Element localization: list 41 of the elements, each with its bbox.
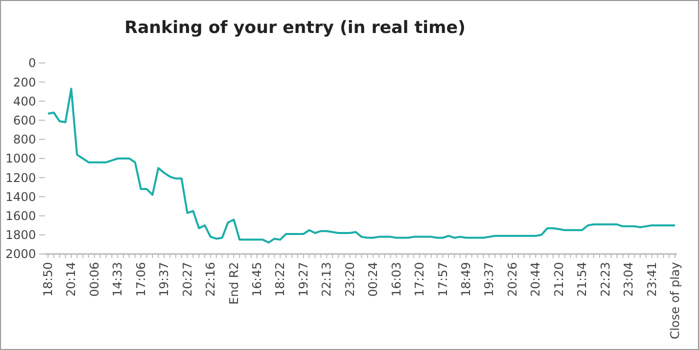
x-tick-label: 22:13 xyxy=(320,262,334,297)
x-tick-label: 18:22 xyxy=(273,262,288,297)
x-tick-label: 23:04 xyxy=(622,262,636,297)
x-tick-label: 00:06 xyxy=(87,262,102,297)
x-tick-label: 20:26 xyxy=(505,262,520,297)
y-tick-label: 1200 xyxy=(5,170,36,185)
y-tick-label: 1400 xyxy=(5,190,36,204)
x-tick-label: 20:27 xyxy=(180,262,194,297)
y-tick-label: 200 xyxy=(13,75,36,90)
x-tick-label: 17:57 xyxy=(436,262,450,297)
x-tick-label: 19:37 xyxy=(482,262,496,297)
x-tick-label: 17:06 xyxy=(134,262,148,297)
x-tick-label: 16:03 xyxy=(389,262,404,297)
x-tick-label: 00:24 xyxy=(366,262,380,297)
line-series xyxy=(47,88,676,244)
x-tick-label: 22:23 xyxy=(598,262,612,297)
x-tick-label: 23:20 xyxy=(342,262,357,297)
x-tick-label: 19:37 xyxy=(157,262,172,297)
x-tick-label: 23:41 xyxy=(644,262,659,297)
x-tick-label: 22:16 xyxy=(204,262,218,297)
x-tick-label: 20:14 xyxy=(64,262,78,297)
chart-title: Ranking of your entry (in real time) xyxy=(124,18,466,38)
x-tick-label: Close of play xyxy=(668,262,682,340)
x-tick-label: 14:33 xyxy=(110,262,125,297)
x-tick-label: 20:44 xyxy=(528,262,543,297)
x-tick-label: 19:27 xyxy=(296,262,310,297)
y-tick-label: 800 xyxy=(13,132,36,147)
y-tick-label: 1000 xyxy=(5,152,36,166)
x-tick-label: 17:20 xyxy=(412,262,427,297)
x-tick-label: 21:54 xyxy=(575,262,590,297)
x-tick-label: End R2 xyxy=(226,262,241,305)
y-tick-label: 0 xyxy=(28,56,36,70)
y-tick-label: 600 xyxy=(13,114,36,128)
y-tick-label: 1800 xyxy=(5,228,36,242)
y-tick-label: 400 xyxy=(13,94,36,108)
x-tick-label: 16:45 xyxy=(250,262,264,297)
x-tick-label: 21:20 xyxy=(552,262,566,297)
y-tick-label: 1600 xyxy=(5,209,36,223)
y-tick-label: 2000 xyxy=(5,247,36,262)
x-tick-label: 18:49 xyxy=(459,262,473,297)
x-tick-label: 18:50 xyxy=(41,262,55,297)
